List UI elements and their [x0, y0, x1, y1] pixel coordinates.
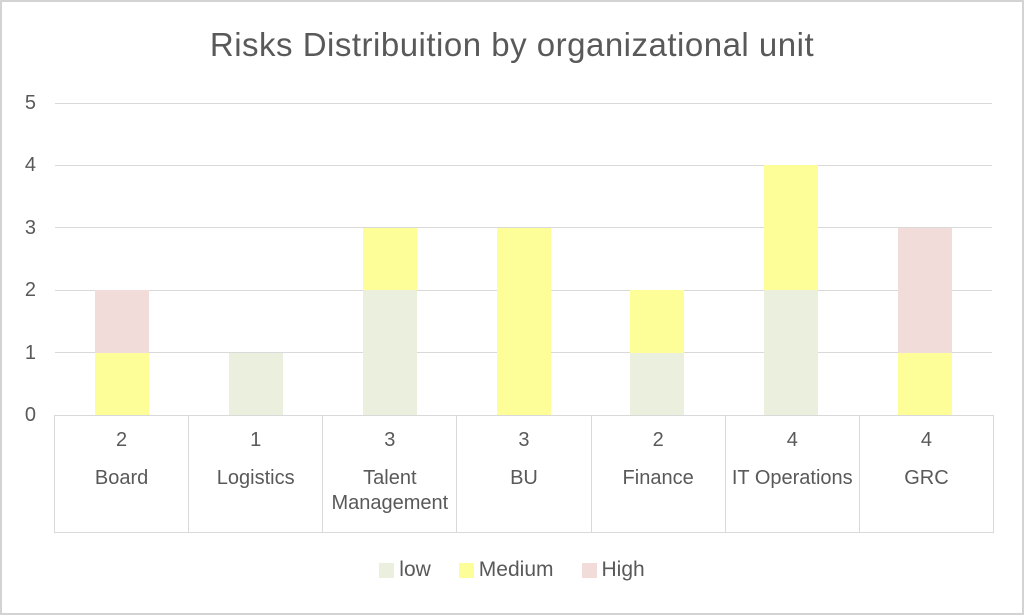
chart-title: Risks Distribuition by organizational un… [209, 26, 815, 63]
category-label: IT Operations [731, 467, 853, 489]
legend-label: Medium [478, 558, 554, 581]
legend-label: High [601, 558, 645, 581]
bar-segment[interactable] [362, 227, 417, 291]
category-cell: 2 Board [55, 416, 190, 532]
bar-segment[interactable] [764, 165, 819, 291]
category-cell: 4 IT Operations [726, 416, 860, 532]
plot-area [55, 102, 992, 416]
gridline [55, 164, 992, 166]
bar-segment[interactable] [898, 352, 953, 415]
bar-segment[interactable] [496, 227, 551, 415]
legend-item-high[interactable]: High [581, 558, 645, 582]
bar-segment[interactable] [764, 290, 819, 415]
y-axis-tick-label: 5 [24, 92, 36, 114]
category-label: GRC [904, 467, 949, 489]
category-cell: 1 Logistics [189, 416, 324, 532]
bar-segment[interactable] [362, 290, 417, 415]
category-cell: 4 GRC [860, 416, 993, 532]
legend-swatch-icon [581, 562, 597, 578]
legend-label: low [399, 558, 431, 581]
category-total: 2 [116, 429, 128, 451]
category-total: 4 [786, 429, 798, 451]
y-axis-tick-label: 2 [24, 279, 36, 302]
category-label: Logistics [216, 467, 295, 489]
legend-swatch-icon [458, 562, 474, 578]
bar-segment[interactable] [94, 352, 149, 415]
y-axis-tick-label: 4 [24, 154, 36, 177]
legend-item-low[interactable]: low [379, 558, 431, 582]
bar-segment[interactable] [898, 227, 953, 353]
category-label: Talent Management [331, 467, 449, 514]
category-label: BU [510, 467, 538, 489]
category-label: Board [94, 467, 149, 489]
y-axis-tick-label: 3 [24, 216, 36, 239]
category-total: 2 [652, 429, 664, 451]
y-axis-tick-label: 1 [24, 341, 36, 364]
legend: low Medium High [2, 558, 1022, 582]
bar-segment[interactable] [228, 352, 283, 415]
y-axis: 0 1 2 3 4 5 [2, 92, 36, 426]
category-cell: 3 BU [457, 416, 592, 532]
gridline [55, 102, 992, 104]
legend-item-medium[interactable]: Medium [458, 558, 554, 582]
bar-segment[interactable] [94, 290, 149, 353]
category-total: 3 [384, 429, 396, 451]
bar-segment[interactable] [630, 352, 685, 415]
category-total: 3 [518, 429, 530, 451]
bar-segment[interactable] [630, 290, 685, 353]
category-total: 1 [250, 429, 262, 451]
category-cell: 2 Finance [592, 416, 726, 532]
y-axis-tick-label: 0 [24, 404, 36, 426]
legend-swatch-icon [379, 562, 395, 578]
category-cell: 3 Talent Management [323, 416, 458, 532]
category-label: Finance [622, 467, 694, 489]
category-total: 4 [920, 429, 932, 451]
category-table: 2 Board 1 Logistics 3 Talent Management 3 BU 2 Fi… [54, 415, 994, 533]
